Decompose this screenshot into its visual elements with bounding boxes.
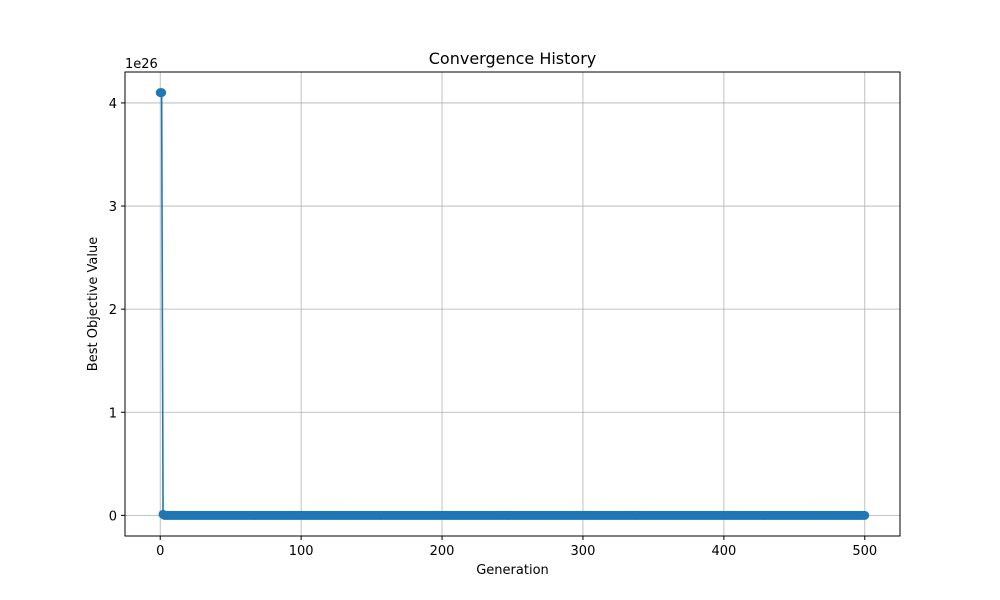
y-axis-label: Best Objective Value <box>86 237 101 371</box>
y-offset-label: 1e26 <box>125 57 158 72</box>
data-point <box>860 510 870 520</box>
x-tick-label: 0 <box>156 544 164 559</box>
data-point <box>157 88 167 98</box>
y-tick-label: 0 <box>109 509 117 524</box>
y-tick-label: 4 <box>109 97 117 112</box>
series-layer <box>155 88 870 520</box>
x-tick-label: 200 <box>430 544 455 559</box>
x-tick-label: 300 <box>571 544 596 559</box>
x-tick-label: 400 <box>711 544 736 559</box>
chart-title: Convergence History <box>429 49 597 68</box>
y-tick-label: 2 <box>109 303 117 318</box>
y-tick-label: 3 <box>109 200 117 215</box>
x-tick-label: 100 <box>289 544 314 559</box>
axis-ticks: 0 100 200 300 400 500 0 1 2 3 4 <box>109 97 877 559</box>
plot-frame <box>124 71 901 537</box>
x-axis-label: Generation <box>476 563 549 578</box>
y-tick-label: 1 <box>109 406 117 421</box>
x-tick-label: 500 <box>852 544 877 559</box>
